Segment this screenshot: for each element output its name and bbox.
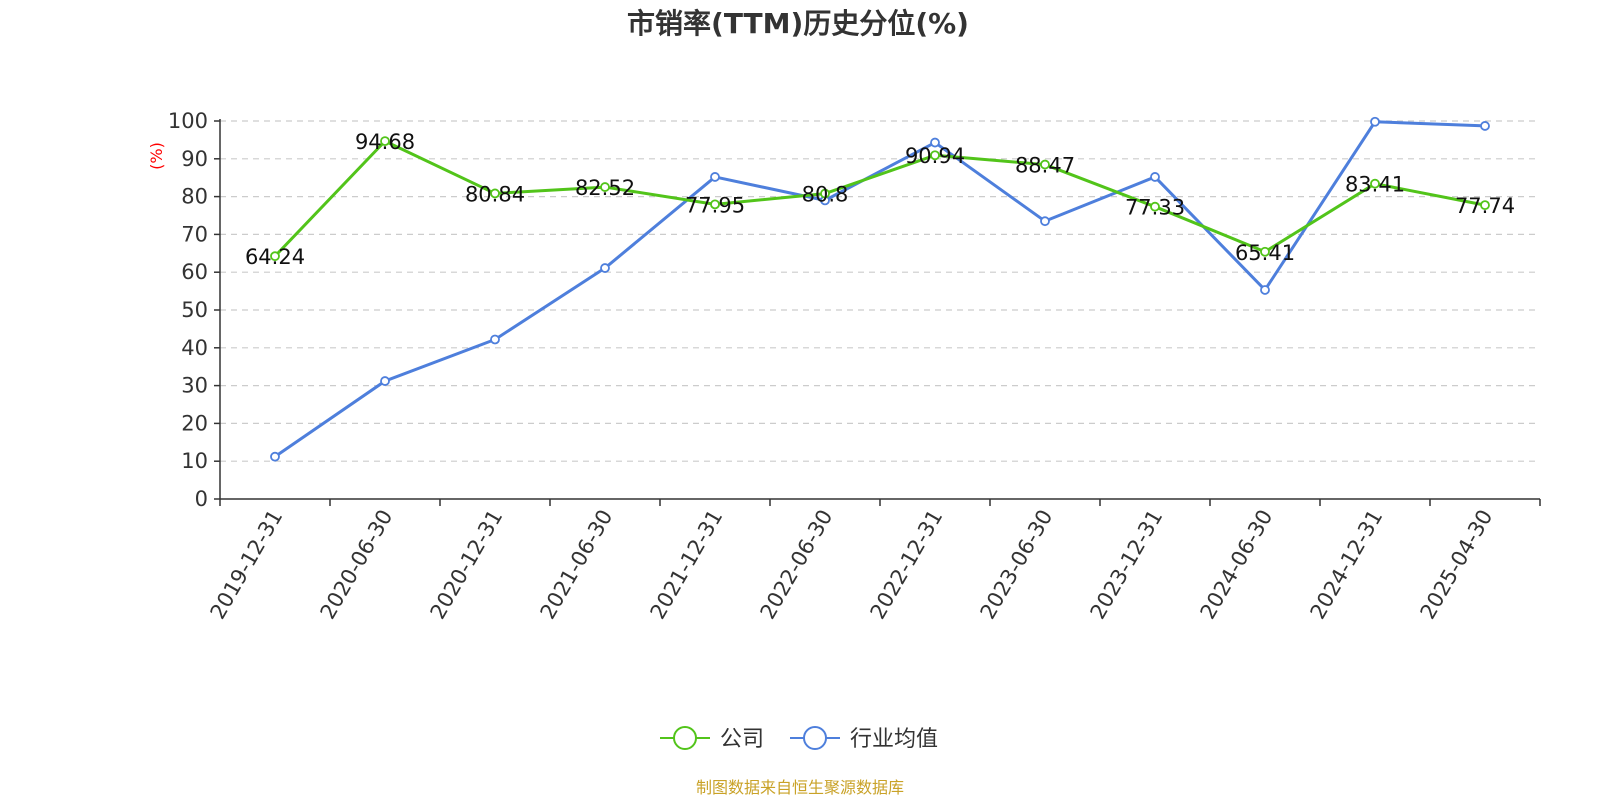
legend-item[interactable]: 公司 bbox=[660, 726, 764, 752]
x-tick-label: 2020-06-30 bbox=[316, 506, 398, 624]
y-tick-label: 80 bbox=[181, 185, 208, 209]
data-label: 80.84 bbox=[465, 182, 525, 206]
x-tick-label: 2021-06-30 bbox=[536, 506, 618, 624]
data-point bbox=[1260, 285, 1270, 295]
data-point bbox=[1370, 116, 1380, 127]
data-point bbox=[710, 172, 720, 182]
data-point bbox=[1370, 178, 1380, 189]
data-label: 82.52 bbox=[575, 176, 635, 200]
y-tick-label: 50 bbox=[181, 298, 208, 322]
x-tick-label: 2022-12-31 bbox=[866, 506, 948, 624]
data-label: 77.74 bbox=[1455, 194, 1515, 218]
data-point bbox=[270, 251, 280, 262]
series-line bbox=[273, 139, 1486, 258]
y-axis-label: (%) bbox=[147, 142, 166, 170]
data-point bbox=[1150, 201, 1160, 212]
x-tick-label: 2020-12-31 bbox=[426, 506, 508, 624]
x-tick-label: 2019-12-31 bbox=[206, 506, 288, 624]
data-point bbox=[600, 263, 610, 273]
y-tick-label: 10 bbox=[181, 449, 208, 473]
y-tick-label: 20 bbox=[181, 411, 208, 435]
y-tick-label: 70 bbox=[181, 222, 208, 246]
data-point bbox=[380, 376, 390, 386]
series-layer bbox=[270, 116, 1490, 462]
legend-label: 公司 bbox=[720, 727, 764, 752]
legend-marker bbox=[673, 726, 697, 750]
x-tick-label: 2024-06-30 bbox=[1196, 506, 1278, 624]
y-tick-label: 0 bbox=[195, 487, 208, 511]
y-tick-label: 40 bbox=[181, 336, 208, 360]
data-point bbox=[710, 199, 720, 210]
data-label: 77.95 bbox=[685, 193, 745, 217]
source-note: 制图数据来自恒生聚源数据库 bbox=[696, 778, 904, 797]
legend[interactable]: 公司 行业均值 bbox=[660, 726, 938, 752]
grid-lines bbox=[220, 120, 1540, 462]
data-label: 94.68 bbox=[355, 130, 415, 154]
data-point bbox=[490, 188, 500, 199]
legend-marker bbox=[803, 726, 827, 750]
data-label: 64.24 bbox=[245, 245, 305, 269]
data-point bbox=[1260, 246, 1270, 257]
x-tick-label: 2023-12-31 bbox=[1086, 506, 1168, 624]
data-label: 88.47 bbox=[1015, 154, 1075, 178]
legend-item[interactable]: 行业均值 bbox=[790, 726, 938, 752]
data-point bbox=[270, 451, 280, 462]
legend-label: 行业均值 bbox=[850, 727, 938, 752]
x-tick-label: 2022-06-30 bbox=[756, 506, 838, 624]
data-label: 77.33 bbox=[1125, 196, 1185, 220]
data-point bbox=[930, 137, 940, 148]
chart-title: 市销率(TTM)历史分位(%) bbox=[627, 7, 969, 40]
series-line bbox=[274, 120, 1486, 458]
data-label: 65.41 bbox=[1235, 241, 1295, 265]
data-labels: 64.24 94.68 80.84 82.52 77.95 80.8 90.94 88.47 7… bbox=[245, 130, 1515, 269]
y-tick-label: 60 bbox=[181, 260, 208, 284]
data-point bbox=[600, 182, 610, 192]
x-tick-label: 2021-12-31 bbox=[646, 506, 728, 624]
data-label: 83.41 bbox=[1345, 173, 1405, 197]
data-point bbox=[1480, 200, 1490, 211]
data-point bbox=[1150, 172, 1160, 182]
data-point bbox=[380, 136, 390, 147]
x-tick-label: 2023-06-30 bbox=[976, 506, 1058, 624]
x-tick-label: 2025-04-30 bbox=[1416, 506, 1498, 624]
x-tick-label: 2024-12-31 bbox=[1306, 506, 1388, 624]
data-label: 80.8 bbox=[802, 183, 849, 207]
data-point bbox=[1040, 159, 1050, 170]
data-point bbox=[820, 188, 830, 199]
y-tick-label: 90 bbox=[181, 147, 208, 171]
y-tick-label: 100 bbox=[168, 109, 208, 133]
data-label: 90.94 bbox=[905, 144, 965, 168]
data-point bbox=[930, 150, 940, 161]
data-point bbox=[1040, 216, 1050, 227]
data-point bbox=[1480, 121, 1490, 131]
data-point bbox=[490, 334, 500, 345]
y-tick-label: 30 bbox=[181, 374, 208, 398]
